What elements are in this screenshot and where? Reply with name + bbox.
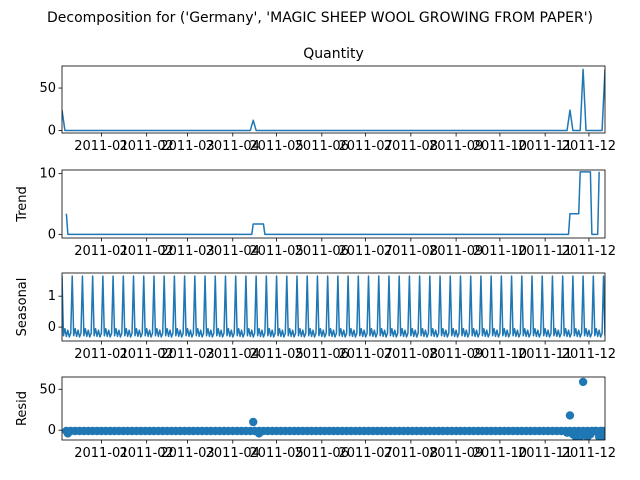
x-tick-label: 2011-02	[119, 446, 173, 461]
y-axis-label: Trend	[15, 186, 30, 223]
x-tick-label: 2011-05	[249, 446, 303, 461]
axes-frame	[61, 272, 606, 342]
y-tick-label: 0	[48, 320, 56, 335]
series-line	[62, 275, 605, 338]
x-tick-label: 2011-10	[473, 446, 527, 461]
resid-point	[575, 432, 585, 440]
y-tick-label: 1	[48, 289, 56, 304]
x-tick-label: 2011-03	[160, 139, 214, 154]
x-tick-label: 2011-09	[429, 139, 483, 154]
x-tick-label: 2011-05	[249, 139, 303, 154]
resid-point	[578, 377, 588, 387]
plot-area	[62, 377, 605, 440]
panel-1: 0502011-012011-022011-032011-042011-0520…	[39, 46, 616, 154]
x-tick-label: 2011-11	[518, 244, 572, 259]
x-tick-label: 2011-07	[338, 139, 392, 154]
x-tick-label: 2011-01	[74, 139, 128, 154]
panel-2: 0102011-012011-022011-032011-042011-0520…	[15, 167, 616, 259]
resid-point	[249, 417, 258, 427]
y-axis-label: Resid	[15, 391, 30, 426]
y-tick-label: 0	[48, 227, 56, 242]
x-tick-label: 2011-01	[74, 347, 128, 362]
resid-point	[600, 432, 605, 440]
y-axis-label: Seasonal	[15, 278, 30, 337]
x-tick-label: 2011-11	[518, 139, 572, 154]
x-tick-label: 2011-04	[206, 139, 260, 154]
x-tick-label: 2011-05	[249, 347, 303, 362]
x-tick-label: 2011-02	[119, 244, 173, 259]
y-tick-label: 10	[39, 167, 56, 182]
x-tick-label: 2011-03	[160, 347, 214, 362]
panel-4: 0502011-012011-022011-032011-042011-0520…	[15, 376, 616, 461]
panel-title: Quantity	[303, 46, 364, 62]
x-tick-label: 2011-03	[160, 446, 214, 461]
x-tick-label: 2011-08	[384, 347, 438, 362]
plot-area	[62, 275, 605, 338]
x-tick-label: 2011-08	[384, 446, 438, 461]
x-tick-label: 2011-10	[473, 347, 527, 362]
x-tick-label: 2011-03	[160, 244, 214, 259]
x-tick-label: 2011-12	[562, 139, 616, 154]
resid-point	[254, 429, 264, 438]
x-tick-label: 2011-02	[119, 347, 173, 362]
axes-frame	[61, 376, 606, 441]
resid-point	[565, 411, 575, 420]
series-line	[65, 171, 600, 236]
x-tick-label: 2011-01	[74, 446, 128, 461]
x-tick-label: 2011-12	[562, 446, 616, 461]
x-tick-label: 2011-08	[384, 139, 438, 154]
axes-frame	[61, 169, 606, 239]
x-tick-label: 2011-09	[429, 347, 483, 362]
x-tick-label: 2011-12	[562, 244, 616, 259]
figure-suptitle: Decomposition for ('Germany', 'MAGIC SHE…	[47, 10, 593, 26]
x-tick-label: 2011-04	[206, 446, 260, 461]
x-tick-label: 2011-01	[74, 244, 128, 259]
x-tick-label: 2011-08	[384, 244, 438, 259]
x-tick-label: 2011-07	[338, 244, 392, 259]
x-tick-label: 2011-06	[295, 347, 349, 362]
x-tick-label: 2011-09	[429, 244, 483, 259]
x-tick-label: 2011-06	[295, 446, 349, 461]
x-tick-label: 2011-09	[429, 446, 483, 461]
plot-area	[62, 68, 605, 132]
x-tick-label: 2011-07	[338, 446, 392, 461]
x-tick-label: 2011-04	[206, 244, 260, 259]
y-tick-label: 50	[39, 382, 56, 397]
panel-3: 012011-012011-022011-032011-042011-05201…	[15, 272, 616, 362]
x-tick-label: 2011-04	[206, 347, 260, 362]
x-tick-label: 2011-10	[473, 244, 527, 259]
y-tick-label: 0	[48, 123, 56, 138]
resid-point	[590, 426, 599, 436]
resid-point	[63, 429, 73, 438]
series-line	[62, 68, 605, 132]
x-tick-label: 2011-06	[295, 244, 349, 259]
plot-area	[65, 171, 600, 236]
x-tick-label: 2011-06	[295, 139, 349, 154]
y-tick-label: 0	[48, 423, 56, 438]
x-tick-label: 2011-02	[119, 139, 173, 154]
x-tick-label: 2011-07	[338, 347, 392, 362]
axes-frame	[61, 65, 606, 134]
x-tick-label: 2011-05	[249, 244, 303, 259]
y-tick-label: 50	[39, 81, 56, 96]
x-tick-label: 2011-12	[562, 347, 616, 362]
x-tick-label: 2011-11	[518, 446, 572, 461]
x-tick-label: 2011-10	[473, 139, 527, 154]
x-tick-label: 2011-11	[518, 347, 572, 362]
